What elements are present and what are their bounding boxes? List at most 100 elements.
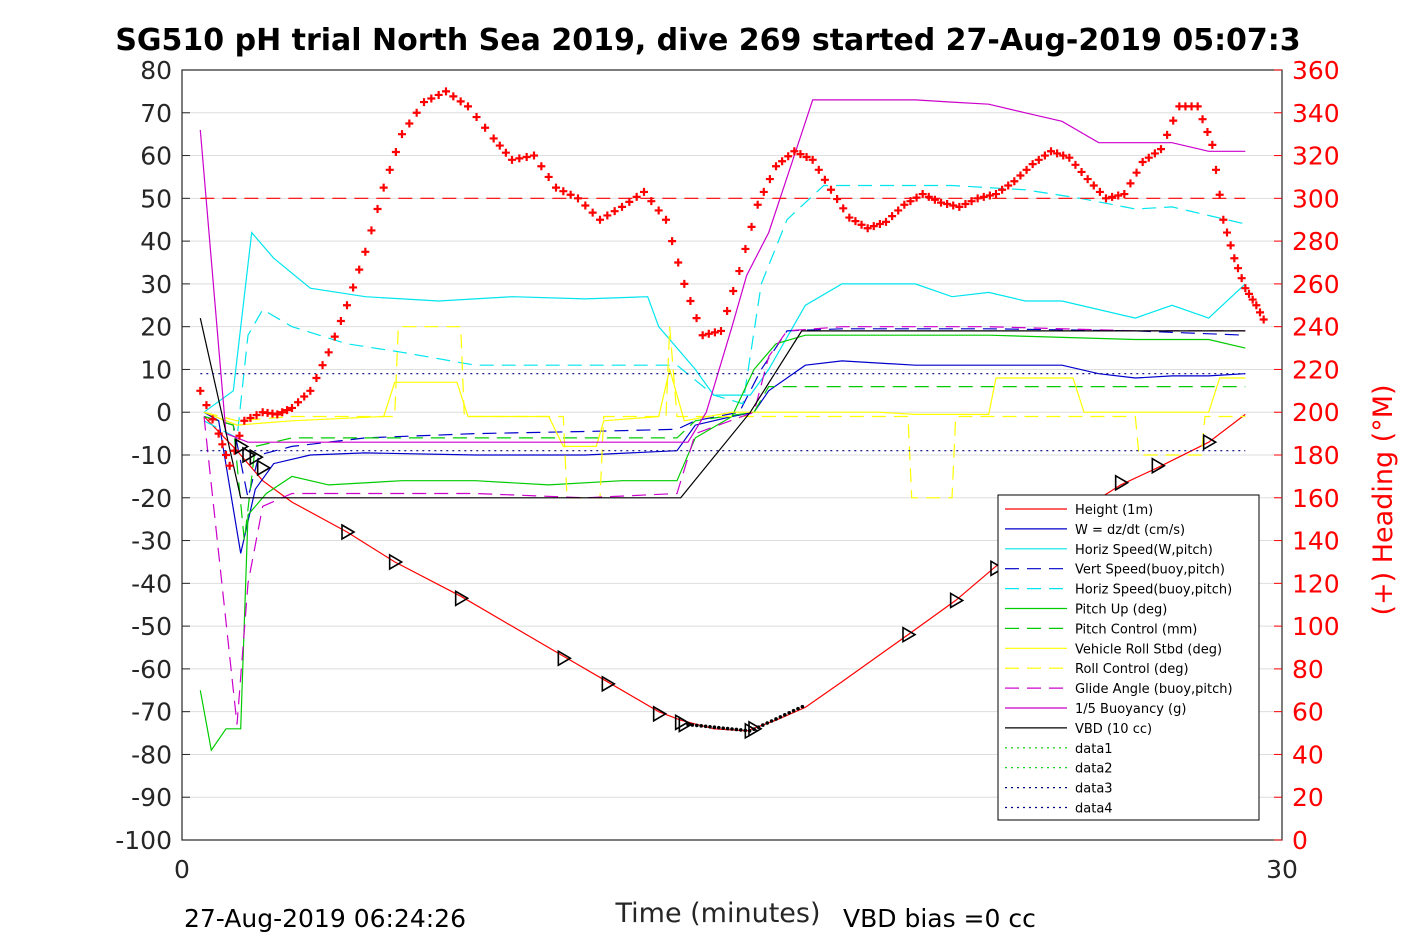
heading-marker bbox=[1193, 102, 1202, 111]
heading-marker bbox=[1237, 274, 1246, 283]
left-tick-label: 50 bbox=[140, 184, 172, 213]
heading-marker bbox=[814, 165, 823, 174]
heading-marker bbox=[330, 332, 339, 341]
heading-marker bbox=[1132, 168, 1141, 177]
heading-marker bbox=[391, 147, 400, 156]
heading-marker bbox=[747, 222, 756, 231]
heading-marker bbox=[566, 190, 575, 199]
profile-marker bbox=[748, 720, 763, 738]
heading-marker bbox=[1198, 115, 1207, 124]
heading-marker bbox=[324, 348, 333, 357]
heading-marker bbox=[1144, 153, 1153, 162]
legend-entry: data4 bbox=[1075, 802, 1113, 817]
heading-marker bbox=[704, 329, 713, 338]
x-axis-ticks: 0 30 bbox=[174, 855, 1298, 884]
heading-marker bbox=[537, 162, 546, 171]
left-tick-label: 70 bbox=[140, 99, 172, 128]
heading-marker bbox=[618, 202, 626, 211]
heading-marker bbox=[1095, 187, 1104, 196]
heading-marker bbox=[1169, 116, 1178, 125]
heading-marker bbox=[1259, 315, 1268, 324]
heading-markers bbox=[196, 87, 1268, 470]
profile-dot bbox=[708, 724, 712, 729]
left-tick-label: -40 bbox=[131, 569, 172, 598]
series-line bbox=[199, 317, 1246, 499]
heading-marker bbox=[544, 172, 553, 181]
heading-marker bbox=[202, 401, 211, 410]
right-tick-label: 240 bbox=[1292, 313, 1340, 342]
heading-marker bbox=[288, 403, 296, 412]
heading-marker bbox=[355, 265, 364, 274]
heading-marker bbox=[833, 195, 842, 204]
x-axis-label: Time (minutes) bbox=[614, 898, 820, 929]
heading-marker bbox=[912, 193, 921, 202]
profile-dot bbox=[761, 723, 765, 727]
profile-dot bbox=[769, 719, 774, 723]
heading-marker bbox=[839, 204, 848, 213]
heading-marker bbox=[918, 190, 927, 199]
heading-marker bbox=[1150, 149, 1159, 158]
heading-marker bbox=[336, 316, 345, 325]
heading-marker bbox=[1219, 215, 1228, 224]
heading-marker bbox=[559, 187, 568, 196]
heading-marker bbox=[1126, 179, 1135, 188]
heading-marker bbox=[686, 297, 695, 305]
right-tick-label: 140 bbox=[1292, 527, 1340, 556]
heading-marker bbox=[1157, 145, 1165, 154]
legend-entry: W = dz/dt (cm/s) bbox=[1075, 523, 1185, 538]
heading-marker bbox=[784, 152, 793, 161]
heading-marker bbox=[1245, 289, 1253, 298]
heading-marker bbox=[888, 212, 897, 221]
profile-markers bbox=[234, 433, 1218, 740]
heading-marker bbox=[1212, 165, 1220, 174]
heading-marker bbox=[515, 154, 524, 163]
heading-marker bbox=[603, 211, 612, 220]
legend-entry: Horiz Speed(W,pitch) bbox=[1075, 543, 1213, 558]
heading-marker bbox=[1047, 147, 1055, 156]
heading-marker bbox=[1040, 151, 1049, 160]
heading-marker bbox=[300, 392, 309, 401]
heading-marker bbox=[588, 208, 597, 217]
profile-marker bbox=[1114, 474, 1130, 492]
heading-marker bbox=[802, 152, 811, 161]
heading-marker bbox=[654, 206, 663, 215]
heading-marker bbox=[692, 314, 701, 323]
left-tick-label: -30 bbox=[131, 527, 172, 556]
heading-marker bbox=[729, 287, 738, 296]
heading-marker bbox=[723, 306, 732, 315]
profile-dot bbox=[703, 724, 708, 729]
heading-marker bbox=[481, 123, 490, 132]
right-tick-label: 20 bbox=[1292, 783, 1324, 812]
heading-marker bbox=[967, 197, 976, 206]
profile-dot bbox=[800, 704, 805, 709]
heading-marker bbox=[973, 194, 982, 203]
heading-marker bbox=[998, 185, 1007, 194]
legend-entry: data1 bbox=[1075, 742, 1113, 757]
right-axis-ticks: 3603403203002802602402202001801601401201… bbox=[1274, 56, 1340, 855]
heading-marker bbox=[1226, 241, 1235, 250]
heading-marker bbox=[735, 267, 744, 276]
profile-dot bbox=[712, 725, 717, 730]
heading-marker bbox=[1028, 160, 1037, 169]
heading-marker bbox=[625, 197, 634, 206]
heading-marker bbox=[456, 97, 465, 106]
right-tick-label: 40 bbox=[1292, 740, 1324, 769]
profile-dot bbox=[791, 708, 796, 713]
series-line bbox=[203, 328, 1246, 498]
heading-marker bbox=[373, 205, 382, 214]
heading-marker bbox=[1059, 151, 1068, 160]
heading-marker bbox=[214, 429, 223, 438]
heading-marker bbox=[278, 408, 287, 417]
left-tick-label: -20 bbox=[131, 484, 172, 513]
profile-marker bbox=[990, 559, 1005, 577]
left-tick-label: -10 bbox=[131, 441, 172, 470]
heading-marker bbox=[808, 155, 817, 164]
heading-marker bbox=[442, 87, 450, 96]
heading-marker bbox=[1065, 153, 1074, 162]
heading-marker bbox=[955, 202, 964, 211]
profile-marker bbox=[454, 589, 470, 607]
right-tick-label: 300 bbox=[1292, 184, 1340, 213]
heading-marker bbox=[680, 279, 689, 288]
heading-marker bbox=[596, 215, 604, 224]
profile-dot bbox=[778, 715, 783, 719]
